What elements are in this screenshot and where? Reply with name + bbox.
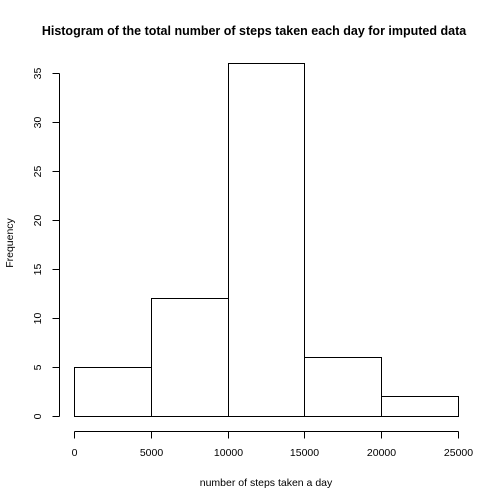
chart-title: Histogram of the total number of steps t… xyxy=(42,24,467,38)
y-axis-label: Frequency xyxy=(4,217,16,267)
x-tick-label: 5000 xyxy=(140,447,164,459)
y-tick-label: 30 xyxy=(32,117,44,129)
y-axis: 0 5 10 15 20 25 30 35 xyxy=(32,68,60,419)
histogram-bar-3 xyxy=(304,357,382,417)
histogram-bar-2 xyxy=(228,63,305,417)
y-tick-label: 10 xyxy=(32,313,44,325)
histogram-bar-1 xyxy=(151,298,229,417)
x-axis: 0 5000 10000 15000 20000 25000 xyxy=(72,431,473,459)
histogram-bar-4 xyxy=(381,396,459,417)
y-tick-label: 5 xyxy=(32,364,44,370)
x-tick-label: 25000 xyxy=(444,447,473,459)
y-tick-label: 25 xyxy=(32,166,44,178)
histogram-bar-0 xyxy=(74,367,152,417)
x-axis-label: number of steps taken a day xyxy=(200,477,333,489)
x-tick-label: 10000 xyxy=(214,447,243,459)
x-tick-label: 0 xyxy=(72,447,78,459)
y-tick-label: 0 xyxy=(32,413,44,419)
x-tick-label: 20000 xyxy=(367,447,396,459)
y-tick-label: 20 xyxy=(32,215,44,227)
y-tick-label: 15 xyxy=(32,264,44,276)
y-tick-label: 35 xyxy=(32,68,44,80)
x-tick-label: 15000 xyxy=(290,447,319,459)
bars-group xyxy=(74,63,459,417)
